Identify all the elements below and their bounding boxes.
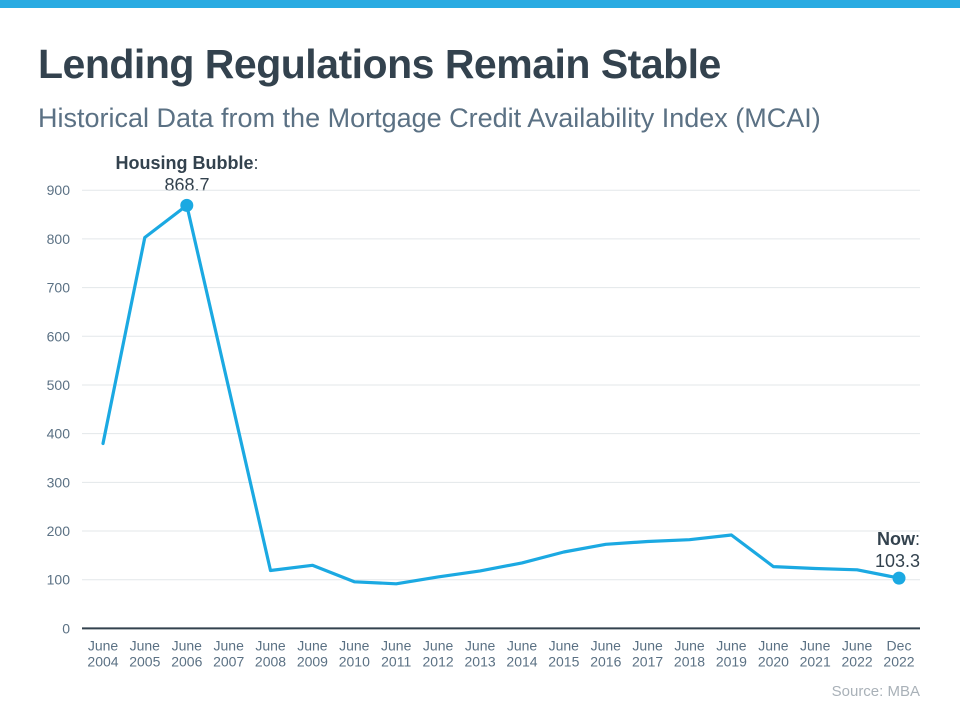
svg-text:June: June <box>591 637 622 653</box>
svg-text:June: June <box>88 637 119 653</box>
svg-text:2007: 2007 <box>213 653 244 669</box>
svg-text:2022: 2022 <box>883 653 914 669</box>
svg-text:June: June <box>507 637 538 653</box>
svg-text:900: 900 <box>47 182 71 198</box>
svg-text:2009: 2009 <box>297 653 328 669</box>
svg-text:700: 700 <box>47 280 71 296</box>
svg-text:June: June <box>130 637 161 653</box>
svg-text:2013: 2013 <box>465 653 496 669</box>
svg-text:2010: 2010 <box>339 653 370 669</box>
svg-text:June: June <box>549 637 580 653</box>
svg-text:2018: 2018 <box>674 653 705 669</box>
svg-text:800: 800 <box>47 231 71 247</box>
svg-text:2020: 2020 <box>758 653 789 669</box>
svg-text:500: 500 <box>47 377 71 393</box>
svg-text:June: June <box>842 637 873 653</box>
svg-text:June: June <box>381 637 412 653</box>
svg-text:2017: 2017 <box>632 653 663 669</box>
svg-text:2008: 2008 <box>255 653 286 669</box>
svg-text:2004: 2004 <box>87 653 118 669</box>
svg-text:June: June <box>423 637 454 653</box>
svg-text:June: June <box>674 637 705 653</box>
svg-text:400: 400 <box>47 426 71 442</box>
svg-text:2014: 2014 <box>506 653 537 669</box>
svg-text:600: 600 <box>47 328 71 344</box>
svg-text:June: June <box>297 637 328 653</box>
svg-text:2012: 2012 <box>423 653 454 669</box>
svg-text:2005: 2005 <box>129 653 160 669</box>
svg-text:2019: 2019 <box>716 653 747 669</box>
svg-text:300: 300 <box>47 474 71 490</box>
svg-text:June: June <box>172 637 203 653</box>
svg-text:2021: 2021 <box>800 653 831 669</box>
svg-text:June: June <box>632 637 663 653</box>
svg-text:June: June <box>758 637 789 653</box>
svg-text:June: June <box>214 637 245 653</box>
svg-text:0: 0 <box>62 620 70 636</box>
svg-text:100: 100 <box>47 572 71 588</box>
svg-text:2006: 2006 <box>171 653 202 669</box>
svg-text:2011: 2011 <box>381 653 411 669</box>
svg-text:Dec: Dec <box>887 637 912 653</box>
svg-text:June: June <box>255 637 286 653</box>
svg-text:June: June <box>716 637 747 653</box>
svg-text:June: June <box>800 637 831 653</box>
svg-text:June: June <box>339 637 370 653</box>
svg-text:200: 200 <box>47 523 71 539</box>
svg-text:2022: 2022 <box>842 653 873 669</box>
svg-text:2015: 2015 <box>548 653 579 669</box>
svg-text:June: June <box>465 637 496 653</box>
svg-text:2016: 2016 <box>590 653 621 669</box>
